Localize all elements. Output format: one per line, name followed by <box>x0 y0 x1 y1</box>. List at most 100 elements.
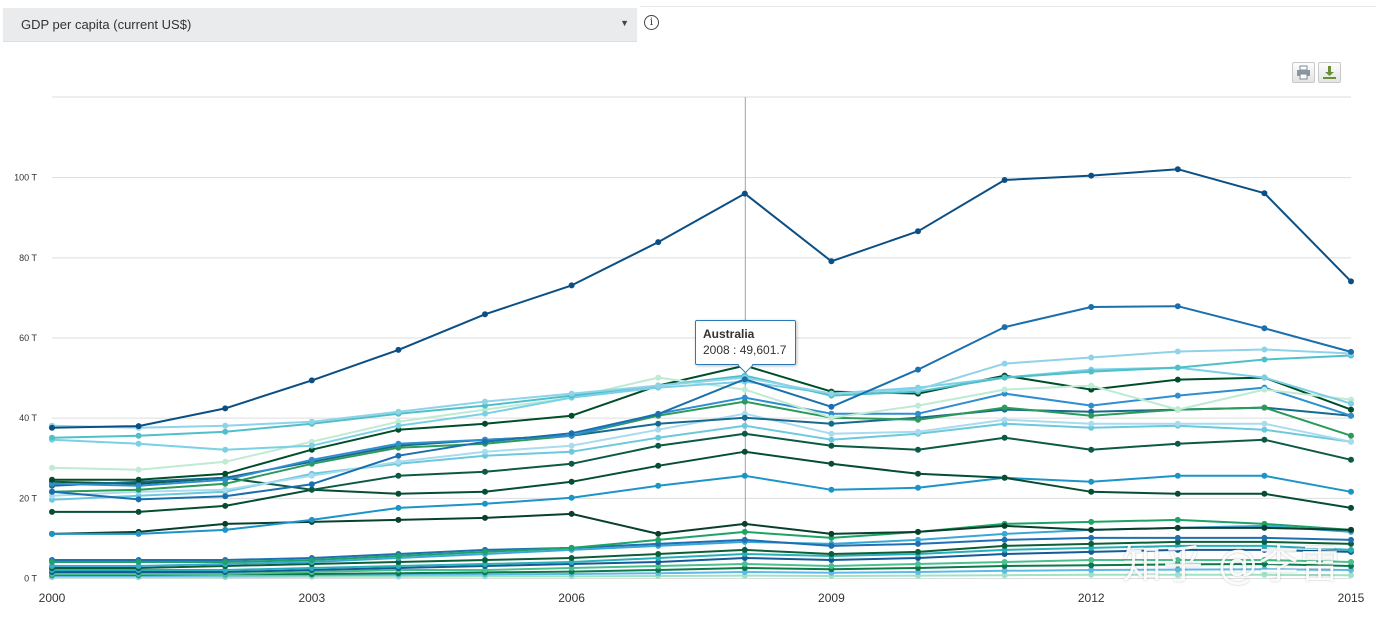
y-tick-label: 80 T <box>19 253 37 263</box>
download-button[interactable] <box>1318 62 1341 83</box>
data-point <box>1001 360 1008 367</box>
series-line <box>51 512 1352 535</box>
data-point <box>1088 382 1095 389</box>
data-point <box>1001 416 1008 423</box>
data-point <box>222 446 229 453</box>
data-point <box>915 528 921 535</box>
data-point <box>568 460 575 467</box>
data-point <box>49 559 55 565</box>
data-point <box>1088 420 1095 427</box>
data-point <box>1088 354 1095 361</box>
data-point <box>135 432 142 439</box>
data-point <box>1174 490 1181 497</box>
data-point <box>1088 446 1095 453</box>
print-button[interactable] <box>1292 62 1315 83</box>
data-point <box>828 430 835 437</box>
info-icon[interactable]: i <box>644 15 659 30</box>
data-point <box>568 478 575 485</box>
data-point <box>915 410 921 417</box>
data-point <box>395 504 402 511</box>
data-point <box>1261 534 1268 541</box>
series-line <box>52 518 1352 563</box>
data-point <box>741 551 748 557</box>
indicator-dropdown[interactable]: GDP per capita (current US$) ▼ <box>3 8 637 42</box>
data-point <box>915 561 921 567</box>
print-icon <box>1297 65 1310 80</box>
data-point <box>1174 557 1181 563</box>
data-point <box>1001 572 1008 579</box>
data-point <box>135 530 142 537</box>
series-line <box>52 450 1352 513</box>
data-point <box>308 442 315 449</box>
data-point <box>1088 304 1095 310</box>
data-point <box>222 422 229 429</box>
data-point <box>482 398 488 405</box>
data-point <box>1348 400 1354 407</box>
data-point <box>1001 404 1008 411</box>
series-line <box>52 536 1352 561</box>
top-divider <box>640 6 1376 7</box>
tooltip-value: 2008 : 49,601.7 <box>703 343 787 357</box>
data-point <box>1088 368 1095 375</box>
series-line <box>52 573 1352 579</box>
data-point <box>1088 488 1095 495</box>
data-point <box>1348 412 1354 419</box>
data-point <box>222 526 229 533</box>
data-point <box>828 542 835 549</box>
series-line <box>52 559 1352 575</box>
data-point <box>1088 412 1095 419</box>
data-point <box>222 502 229 509</box>
data-point <box>828 530 835 537</box>
series-line <box>51 168 1352 429</box>
data-point <box>222 520 229 527</box>
data-point <box>655 426 662 433</box>
data-point <box>1348 572 1354 579</box>
data-point <box>135 476 142 483</box>
data-point <box>222 486 229 493</box>
series-line <box>52 568 1352 577</box>
data-point <box>1088 478 1095 485</box>
data-point <box>395 458 402 465</box>
x-tick-label: 2015 <box>1338 591 1365 605</box>
data-point <box>308 481 315 488</box>
data-point <box>135 496 142 503</box>
data-point <box>568 430 575 437</box>
data-point <box>308 377 315 384</box>
data-point <box>828 563 835 569</box>
data-point <box>915 484 921 491</box>
data-point <box>828 551 835 557</box>
data-point <box>915 386 921 393</box>
data-point <box>1174 348 1181 355</box>
data-point <box>308 486 315 493</box>
data-point <box>1174 376 1181 383</box>
data-point <box>741 536 748 543</box>
data-point <box>568 390 575 397</box>
data-point <box>49 424 55 431</box>
data-point <box>1261 571 1268 578</box>
y-tick-label: 40 T <box>19 413 37 423</box>
data-point <box>1348 432 1354 439</box>
data-point <box>828 258 835 265</box>
data-point <box>1174 364 1181 371</box>
data-point <box>568 412 575 419</box>
data-point <box>135 482 142 489</box>
data-point <box>741 546 748 553</box>
data-point <box>1001 324 1008 331</box>
data-point <box>655 536 662 543</box>
data-point <box>222 405 229 412</box>
data-point <box>1261 566 1268 573</box>
data-point <box>655 382 662 389</box>
data-point <box>655 411 662 418</box>
data-point <box>828 436 835 443</box>
data-point <box>1348 504 1354 511</box>
data-point <box>1088 172 1095 179</box>
data-point <box>1348 456 1354 463</box>
data-point <box>1348 546 1354 553</box>
data-point <box>655 462 662 469</box>
data-point <box>1261 404 1268 411</box>
data-point <box>1174 440 1181 447</box>
data-point <box>655 530 662 537</box>
data-point <box>395 490 402 497</box>
data-point <box>395 440 402 447</box>
